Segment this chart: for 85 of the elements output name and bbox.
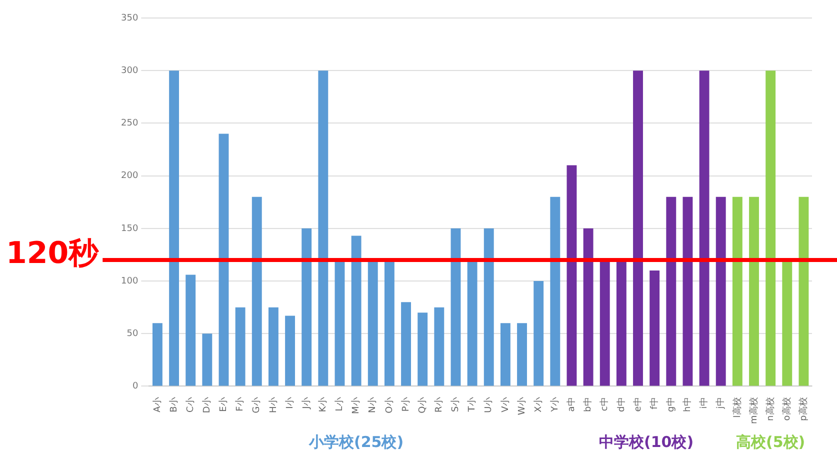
y-tick-label: 200	[120, 171, 138, 182]
x-tick-label: Y小	[550, 397, 560, 413]
x-tick-label: K小	[318, 397, 329, 412]
x-tick-label: A小	[152, 397, 163, 412]
bar	[732, 196, 742, 386]
bar	[716, 196, 726, 386]
x-tick-label: V小	[500, 397, 511, 412]
bar	[534, 281, 544, 386]
y-tick-label: 300	[120, 66, 138, 76]
x-tick-label: O小	[384, 397, 395, 414]
y-tick-label: 350	[120, 13, 138, 24]
x-tick-label: E小	[218, 397, 230, 412]
bar	[699, 70, 710, 386]
bar	[152, 323, 162, 386]
bar	[583, 228, 594, 386]
x-tick-label: C小	[184, 397, 196, 413]
bar	[650, 270, 660, 386]
x-tick-label: S小	[450, 397, 462, 412]
x-tick-label: H小	[268, 397, 279, 414]
x-tick-label: n高校	[764, 397, 776, 421]
x-tick-label: Q小	[416, 397, 428, 414]
bar	[218, 134, 229, 386]
x-tick-label: P小	[400, 397, 412, 412]
x-tick-label: I小	[284, 397, 296, 409]
y-tick-label: 0	[132, 382, 138, 392]
x-tick-label: l高校	[732, 397, 743, 418]
x-tick-label: G小	[251, 397, 262, 414]
bar	[682, 196, 693, 386]
bar	[633, 70, 643, 386]
bar	[252, 196, 262, 386]
x-tick-label: F小	[234, 397, 246, 412]
x-tick-label: W小	[516, 397, 528, 416]
bar	[434, 307, 444, 386]
ref-line-label: 120秒	[6, 236, 100, 271]
x-tick-label: D小	[202, 397, 213, 414]
x-tick-label: h中	[682, 397, 694, 412]
bar	[484, 228, 494, 386]
x-tick-label: U小	[483, 397, 494, 413]
x-tick-label: B小	[168, 397, 180, 412]
bar	[268, 307, 278, 386]
x-tick-label: m高校	[748, 397, 760, 424]
bar	[186, 274, 196, 386]
x-tick-label: J小	[300, 397, 312, 410]
x-tick-label: j中	[715, 397, 726, 410]
bar	[169, 70, 180, 386]
bar	[302, 228, 312, 386]
x-tick-label: c中	[599, 397, 610, 412]
bar	[666, 196, 676, 386]
bar	[766, 70, 776, 386]
x-tick-label: M小	[350, 397, 362, 414]
x-tick-label: g中	[665, 397, 676, 412]
bar	[202, 334, 212, 386]
text: 中学校(10校)	[599, 432, 694, 451]
bar	[351, 236, 362, 386]
y-tick-label: 50	[126, 328, 138, 339]
bar	[517, 323, 527, 386]
x-tick-label: i中	[698, 397, 710, 409]
bar	[285, 316, 295, 386]
x-tick-label: e中	[632, 397, 644, 412]
x-tick-label: a中	[566, 397, 578, 412]
y-tick-label: 100	[120, 276, 138, 286]
x-tick-label: R小	[434, 397, 445, 412]
bar	[401, 302, 411, 386]
bar	[318, 70, 328, 386]
bar	[500, 323, 510, 386]
x-tick-label: d中	[616, 397, 627, 412]
bar	[550, 196, 560, 386]
bar	[749, 196, 759, 386]
y-tick-label: 250	[120, 118, 138, 129]
text: 小学校(25校)	[308, 432, 404, 451]
text: 高校(5校)	[736, 432, 806, 451]
x-tick-label: b中	[582, 397, 594, 412]
bar	[235, 307, 246, 386]
bar	[566, 165, 577, 386]
x-tick-label: L小	[334, 397, 346, 412]
y-tick-label: 150	[120, 224, 138, 234]
x-tick-label: X小	[532, 397, 544, 412]
x-tick-label: f中	[648, 397, 660, 410]
x-tick-label: p高校	[798, 397, 810, 421]
bar	[798, 196, 809, 386]
x-tick-label: N小	[367, 397, 378, 413]
bar	[418, 312, 428, 386]
bar	[450, 228, 461, 386]
x-tick-label: o高校	[781, 397, 792, 421]
x-tick-label: T小	[466, 397, 478, 413]
